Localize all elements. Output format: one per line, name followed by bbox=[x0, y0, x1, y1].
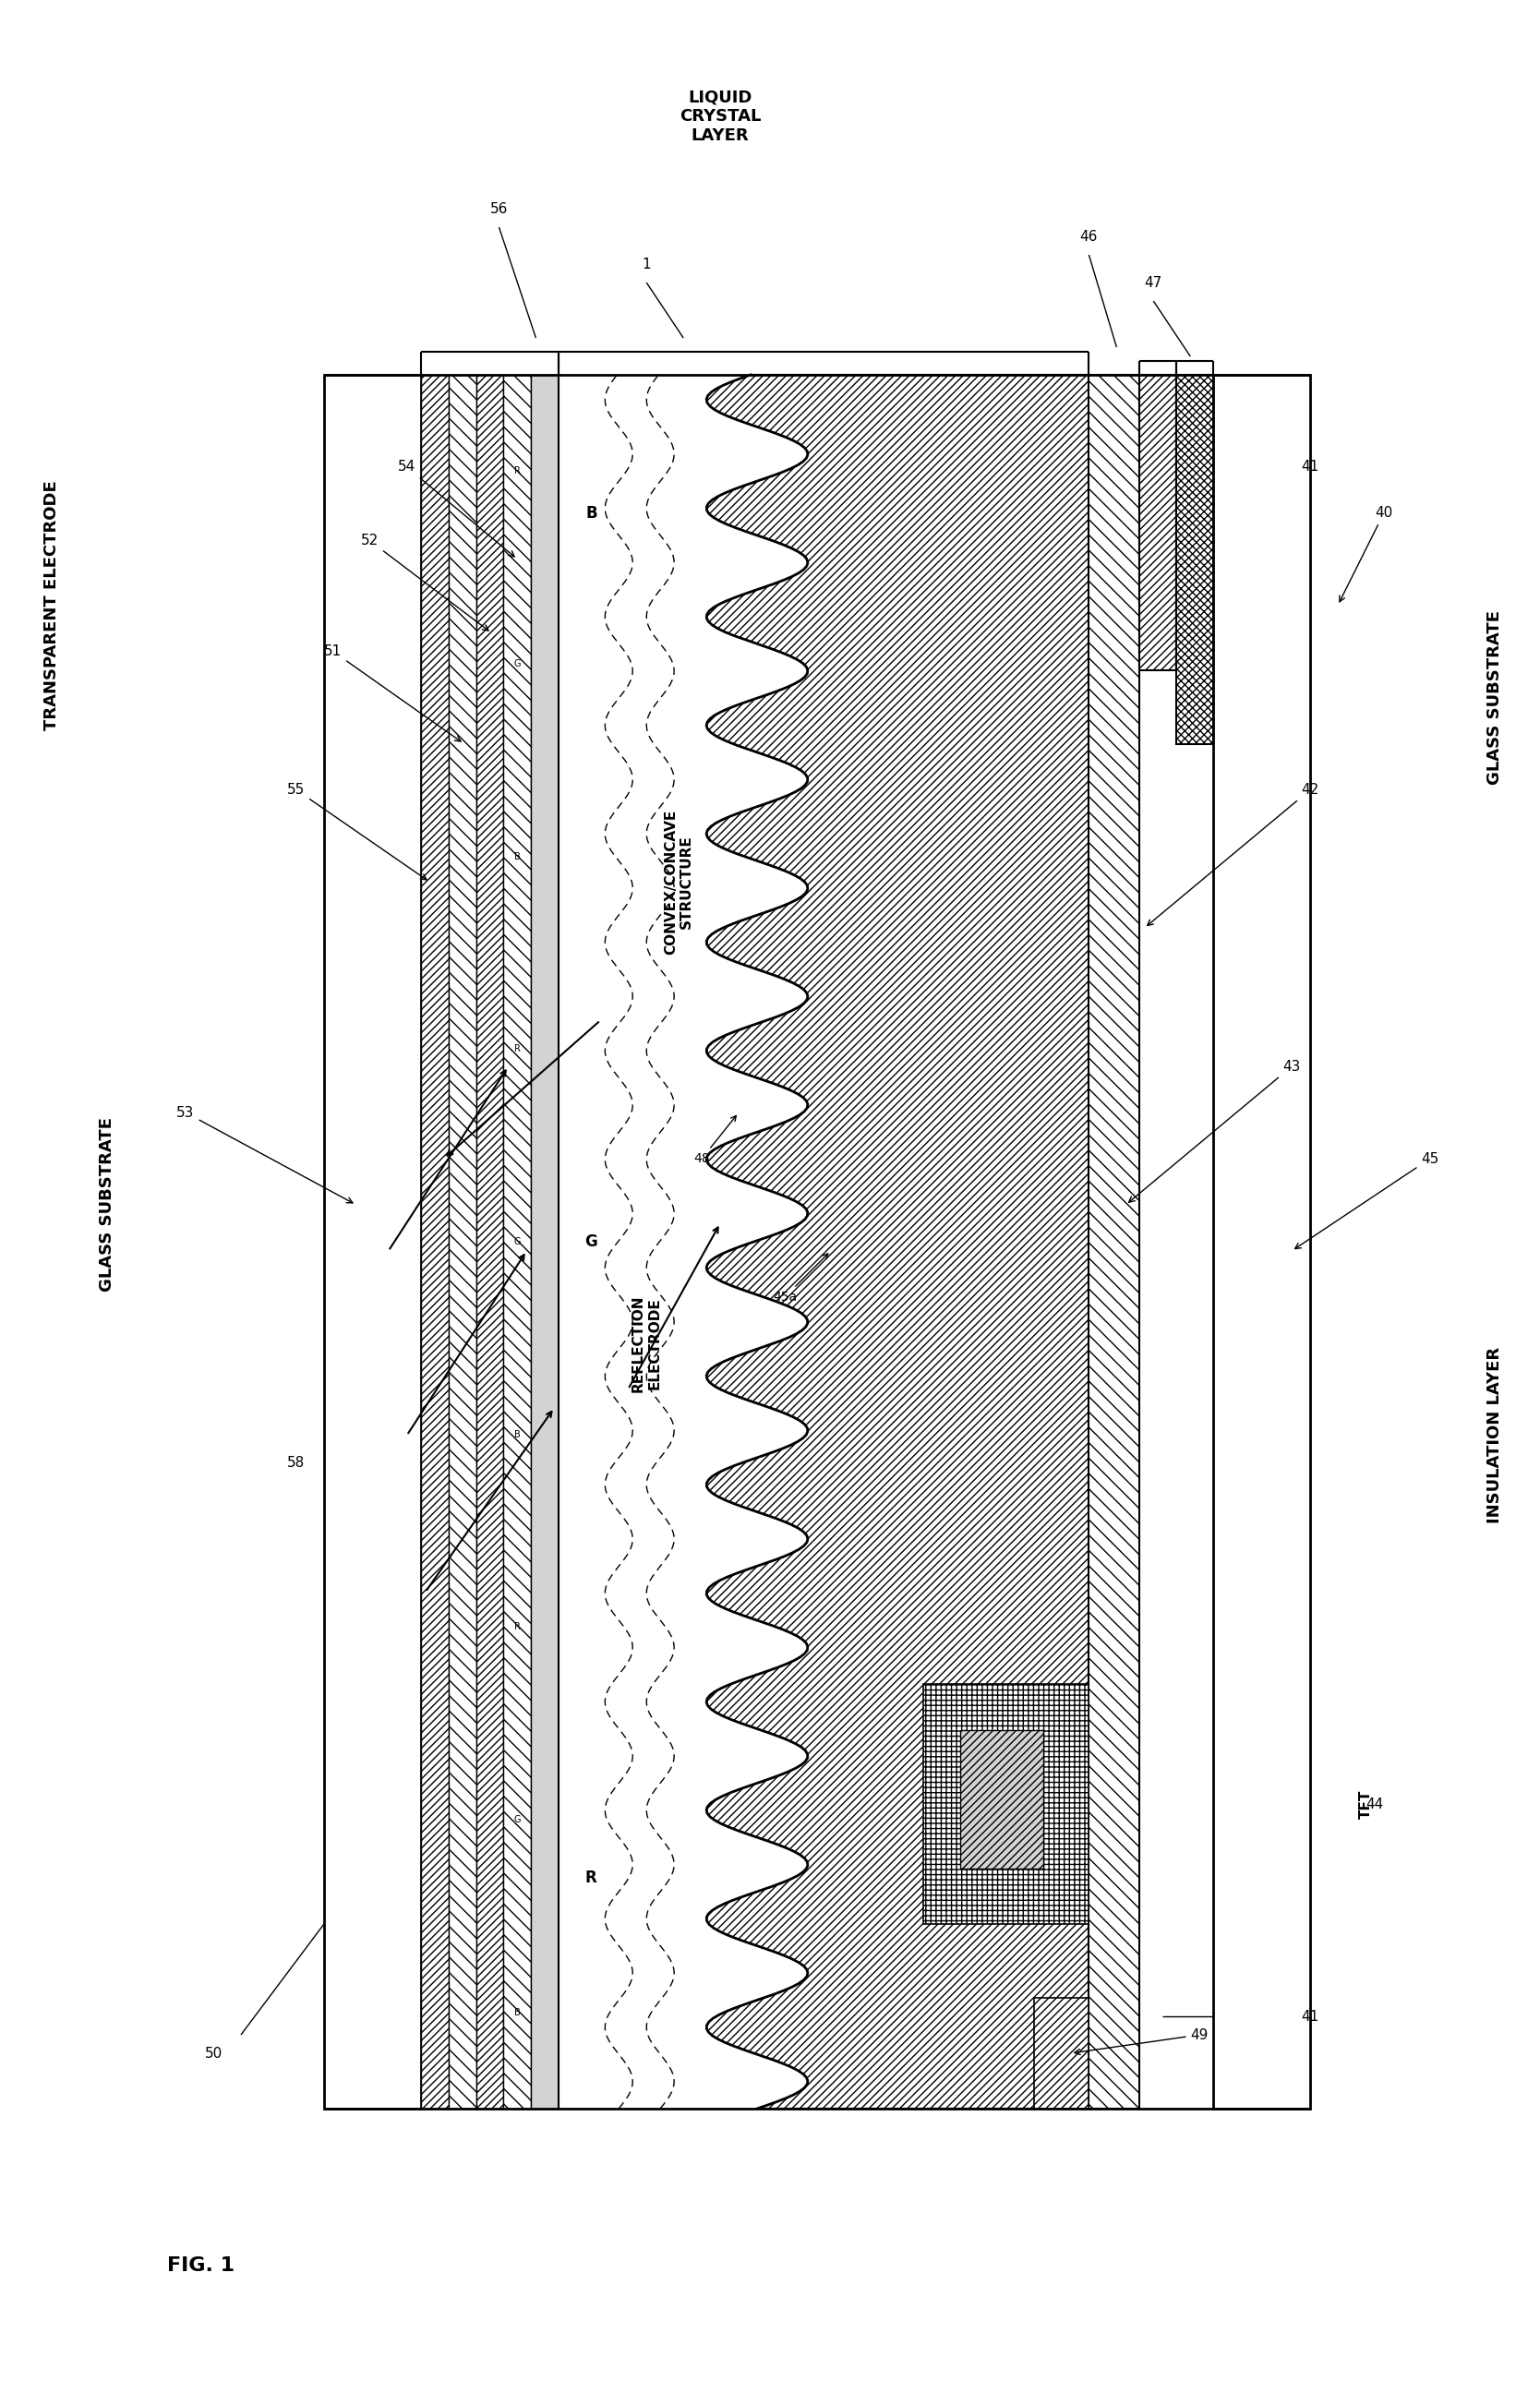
Text: REFLECTION
ELECTRODE: REFLECTION ELECTRODE bbox=[631, 1294, 662, 1392]
Text: 47: 47 bbox=[1144, 277, 1163, 289]
Text: G: G bbox=[514, 1236, 521, 1246]
Bar bbox=[959, 1732, 1043, 1869]
Text: FIG. 1: FIG. 1 bbox=[168, 2256, 234, 2275]
Text: 43: 43 bbox=[1129, 1061, 1301, 1202]
Bar bbox=[1214, 375, 1311, 2109]
Text: 44: 44 bbox=[1366, 1797, 1383, 1811]
Text: R: R bbox=[514, 467, 521, 476]
Text: 52: 52 bbox=[360, 534, 488, 630]
Text: G: G bbox=[514, 1816, 521, 1825]
Text: R: R bbox=[514, 1044, 521, 1053]
Text: 50: 50 bbox=[205, 2047, 222, 2061]
Text: 55: 55 bbox=[288, 784, 427, 880]
Text: 53: 53 bbox=[177, 1106, 353, 1202]
Text: 45a: 45a bbox=[773, 1253, 829, 1304]
Text: LIQUID
CRYSTAL
LAYER: LIQUID CRYSTAL LAYER bbox=[679, 89, 761, 144]
Text: TRANSPARENT ELECTRODE: TRANSPARENT ELECTRODE bbox=[43, 481, 60, 731]
Bar bbox=[531, 375, 559, 2109]
Text: 46: 46 bbox=[1080, 228, 1098, 243]
Text: G: G bbox=[514, 659, 521, 669]
Text: B: B bbox=[585, 505, 598, 522]
Text: B: B bbox=[514, 851, 521, 861]
Bar bbox=[922, 1683, 1089, 1924]
Text: 40: 40 bbox=[1340, 505, 1392, 601]
Text: 48: 48 bbox=[693, 1116, 736, 1164]
Text: 41: 41 bbox=[1301, 2011, 1320, 2023]
Text: GLASS SUBSTRATE: GLASS SUBSTRATE bbox=[1486, 611, 1503, 784]
Text: B: B bbox=[514, 1429, 521, 1438]
Polygon shape bbox=[559, 375, 809, 2109]
Text: 1: 1 bbox=[642, 257, 651, 272]
Text: R: R bbox=[514, 1623, 521, 1631]
Bar bbox=[448, 375, 476, 2109]
Text: TFT: TFT bbox=[1358, 1789, 1372, 1818]
Bar bbox=[1089, 375, 1140, 2109]
Bar bbox=[1033, 1999, 1089, 2109]
Bar bbox=[1140, 375, 1177, 671]
Bar bbox=[476, 375, 504, 2109]
Text: 41: 41 bbox=[1301, 459, 1320, 474]
Text: CONVEX/CONCAVE
STRUCTURE: CONVEX/CONCAVE STRUCTURE bbox=[664, 810, 693, 955]
Text: 45: 45 bbox=[1295, 1152, 1438, 1248]
Bar bbox=[504, 375, 531, 2109]
Text: GLASS SUBSTRATE: GLASS SUBSTRATE bbox=[99, 1118, 116, 1291]
Text: B: B bbox=[514, 2008, 521, 2018]
Bar bbox=[1177, 375, 1214, 743]
Bar bbox=[323, 375, 420, 2109]
Text: 42: 42 bbox=[1147, 784, 1320, 926]
Text: R: R bbox=[585, 1869, 598, 1886]
Text: 56: 56 bbox=[490, 202, 508, 216]
Bar bbox=[420, 375, 448, 2109]
Polygon shape bbox=[707, 375, 1089, 2109]
Text: 54: 54 bbox=[397, 459, 514, 556]
Text: G: G bbox=[585, 1234, 598, 1251]
Text: INSULATION LAYER: INSULATION LAYER bbox=[1486, 1347, 1503, 1525]
Text: 49: 49 bbox=[1075, 2027, 1209, 2054]
Text: 51: 51 bbox=[325, 645, 460, 741]
Text: 58: 58 bbox=[288, 1455, 305, 1469]
